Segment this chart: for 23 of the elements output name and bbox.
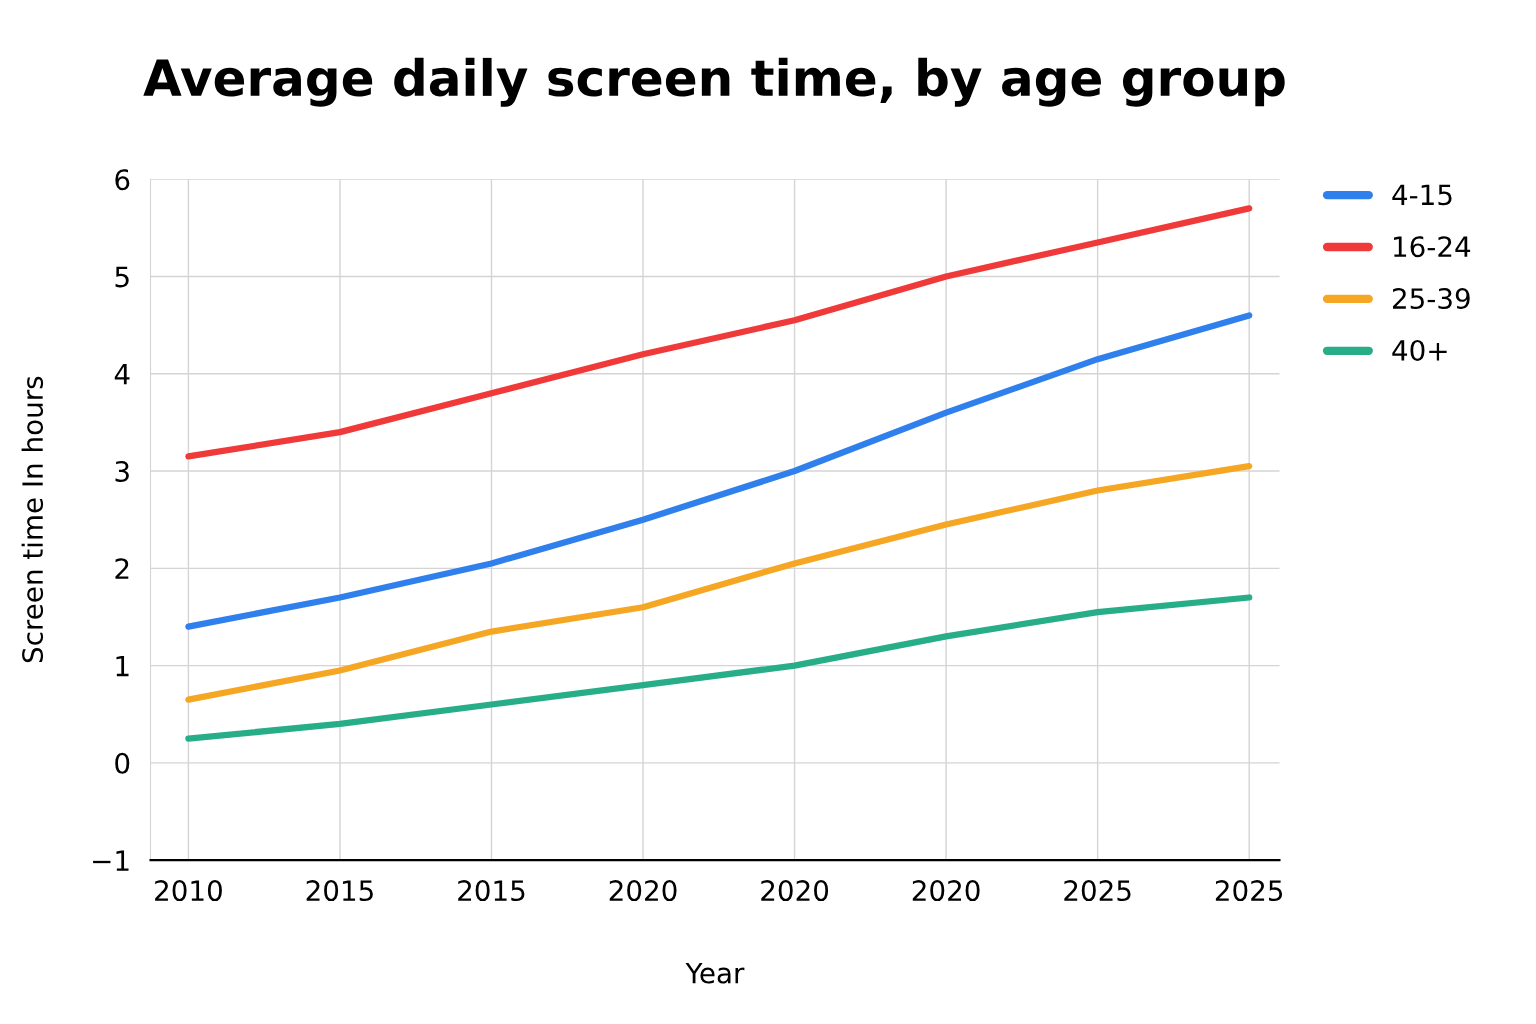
x-axis-title: Year (685, 962, 745, 984)
x-tick-label: 2020 (609, 880, 677, 902)
y-tick-label: 3 (115, 460, 129, 482)
y-tick-label: 5 (115, 266, 129, 288)
x-tick-label: 2015 (458, 880, 525, 902)
y-tick-label: 1 (116, 655, 129, 677)
y-tick-label: −1 (93, 850, 129, 871)
y-axis-title: Screen time In hours (21, 376, 44, 663)
y-tick-label: 4 (114, 364, 130, 385)
x-tick-label: 2020 (761, 880, 829, 902)
x-tick-label: 2015 (306, 880, 373, 902)
x-tick-label: 2020 (912, 880, 980, 902)
y-tick-label: 6 (115, 169, 130, 191)
legend-label: 25-39 (1392, 288, 1470, 310)
x-tick-label: 2010 (155, 880, 222, 902)
y-tick-label: 2 (115, 558, 129, 579)
y-tick-label: 0 (115, 752, 130, 774)
legend-label: 4-15 (1392, 184, 1452, 206)
chart-title: Average daily screen time, by age group (143, 57, 1285, 107)
x-tick-label: 2025 (1064, 880, 1131, 902)
legend-label: 40+ (1392, 339, 1447, 361)
legend-label: 16-24 (1394, 236, 1471, 258)
x-tick-label: 2025 (1215, 880, 1283, 902)
